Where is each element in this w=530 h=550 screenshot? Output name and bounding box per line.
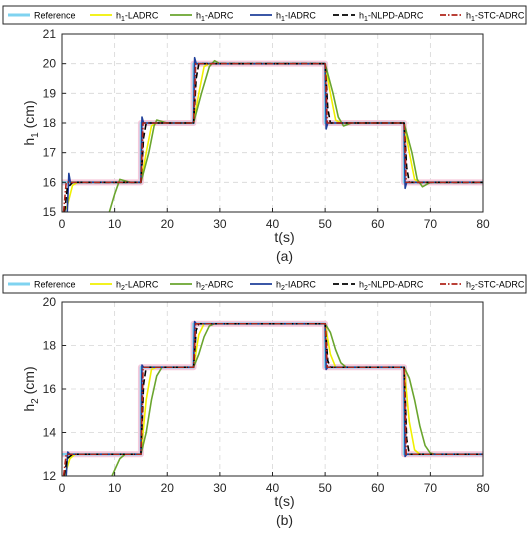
y-tick-label: 16 <box>43 382 57 396</box>
series-line-h2-stc-adrc <box>62 322 483 476</box>
y-axis-label-unit: (cm) <box>21 366 37 398</box>
legend-entry-main: h <box>359 280 364 290</box>
legend-entry-sub: 2 <box>364 285 368 292</box>
legend-entry: h1-STC-ADRC <box>466 11 525 24</box>
y-tick-label: 14 <box>43 426 57 440</box>
y-axis-label-sub: 1 <box>30 132 41 138</box>
x-tick-label: 30 <box>213 217 227 231</box>
legend-entry: h1-IADRC <box>276 11 316 24</box>
legend-entry-main: h <box>359 11 364 21</box>
legend-entry: h1-ADRC <box>196 11 234 24</box>
legend-entry: h2-STC-ADRC <box>466 280 525 293</box>
y-axis-label-sub: 2 <box>30 398 41 404</box>
legend-entry-sub: 2 <box>121 285 125 292</box>
legend-entry-sub: 1 <box>201 16 205 23</box>
y-axis-label: h2 (cm) <box>21 366 41 411</box>
chart-panel-a: 0 10 20 30 40 50 60 70 8015161718192021t(s)(a)h1… <box>2 5 527 264</box>
x-axis-label: t(s) <box>274 229 294 245</box>
y-tick-label: 17 <box>43 146 57 160</box>
x-tick-label: 70 <box>424 217 438 231</box>
legend-entry-suffix: -LADRC <box>125 280 159 290</box>
x-tick-label: 30 <box>213 481 227 495</box>
legend-entry-main: Reference <box>34 11 76 21</box>
y-tick-label: 15 <box>43 205 57 219</box>
x-tick-label: 80 <box>476 217 490 231</box>
y-tick-label: 20 <box>43 295 57 309</box>
legend-entry-main: h <box>196 280 201 290</box>
x-tick-label: 10 <box>108 481 122 495</box>
x-tick-label: 40 <box>266 217 280 231</box>
legend-entry-sub: 2 <box>471 285 475 292</box>
x-axis-label: t(s) <box>274 493 294 509</box>
legend-entry-sub: 2 <box>281 285 285 292</box>
legend-entry-main: h <box>116 280 121 290</box>
y-axis-label-main: h <box>21 138 37 146</box>
panel-caption: (a) <box>276 248 293 264</box>
legend-entry-suffix: -IADRC <box>285 11 316 21</box>
legend-entry-main: h <box>276 280 281 290</box>
legend-entry: h2-NLPD-ADRC <box>359 280 424 293</box>
y-tick-label: 21 <box>43 27 57 41</box>
legend-entry-suffix: -NLPD-ADRC <box>368 11 424 21</box>
legend-entry: h1-NLPD-ADRC <box>359 11 424 24</box>
legend-entry-main: h <box>196 11 201 21</box>
legend-entry-main: h <box>466 280 471 290</box>
legend-entry-main: Reference <box>34 280 76 290</box>
legend-entry: h1-LADRC <box>116 11 159 24</box>
legend-entry-suffix: -STC-ADRC <box>475 280 525 290</box>
panel-caption: (b) <box>276 512 293 528</box>
legend-entry: h2-ADRC <box>196 280 234 293</box>
x-tick-label: 0 <box>59 217 66 231</box>
x-tick-label: 70 <box>424 481 438 495</box>
legend: Reference h1-LADRC h1-ADRC h1-IADRC h1-NLPD-… <box>2 5 527 25</box>
y-axis-label: h1 (cm) <box>21 100 41 145</box>
x-tick-label: 40 <box>266 481 280 495</box>
legend: Reference h2-LADRC h2-ADRC h2-IADRC h2-NLPD-… <box>2 274 527 294</box>
x-tick-label: 50 <box>318 217 332 231</box>
x-tick-label: 50 <box>318 481 332 495</box>
x-tick-label: 10 <box>108 217 122 231</box>
legend-entry: Reference <box>34 280 76 290</box>
y-tick-label: 19 <box>43 86 57 100</box>
y-axis-label-unit: (cm) <box>21 100 37 132</box>
y-axis-label-main: h <box>21 404 37 412</box>
legend-entry-suffix: -ADRC <box>205 11 234 21</box>
legend-entry: h2-IADRC <box>276 280 316 293</box>
legend-entry-main: h <box>466 11 471 21</box>
y-tick-label: 18 <box>43 339 57 353</box>
legend-entry-suffix: -IADRC <box>285 280 316 290</box>
legend-entry-sub: 1 <box>364 16 368 23</box>
x-tick-label: 60 <box>371 217 385 231</box>
legend-entry-suffix: -LADRC <box>125 11 159 21</box>
series-group <box>62 320 483 476</box>
legend-entry: Reference <box>34 11 76 21</box>
x-tick-label: 60 <box>371 481 385 495</box>
x-tick-label: 0 <box>59 481 66 495</box>
legend-entry-sub: 1 <box>121 16 125 23</box>
legend-entry-suffix: -STC-ADRC <box>475 11 525 21</box>
legend-entry-sub: 1 <box>471 16 475 23</box>
y-tick-label: 12 <box>43 469 57 483</box>
legend-entry-main: h <box>276 11 281 21</box>
series-line-h1-stc-adrc <box>62 62 483 212</box>
x-tick-label: 80 <box>476 481 490 495</box>
legend-entry-suffix: -ADRC <box>205 280 234 290</box>
legend-entry-main: h <box>116 11 121 21</box>
legend-entry: h2-LADRC <box>116 280 159 293</box>
y-tick-label: 18 <box>43 116 57 130</box>
y-tick-label: 16 <box>43 175 57 189</box>
legend-entry-sub: 1 <box>281 16 285 23</box>
x-tick-label: 20 <box>161 217 175 231</box>
y-tick-label: 20 <box>43 57 57 71</box>
legend-entry-suffix: -NLPD-ADRC <box>368 280 424 290</box>
x-tick-label: 20 <box>161 481 175 495</box>
series-group <box>62 56 483 212</box>
legend-entry-sub: 2 <box>201 285 205 292</box>
